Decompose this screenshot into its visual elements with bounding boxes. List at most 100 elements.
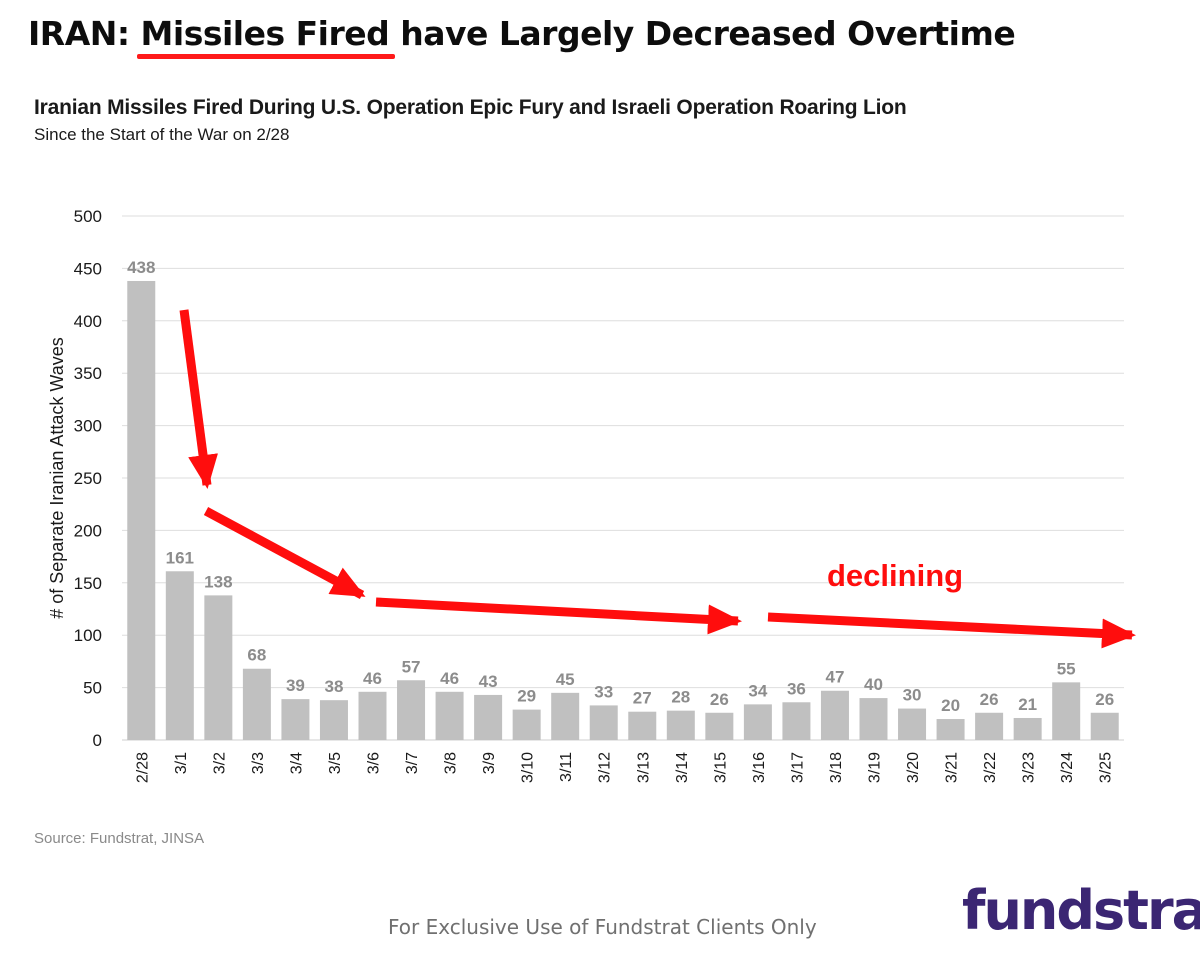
data-label: 21 [1018, 695, 1037, 714]
bar [358, 691, 387, 740]
bar [204, 595, 233, 740]
x-tick-label: 3/10 [520, 752, 537, 783]
bar [242, 668, 271, 740]
trend-arrow-3 [375, 597, 742, 635]
bar [589, 705, 618, 740]
bar [165, 571, 194, 740]
data-label: 438 [127, 258, 155, 277]
x-tick-label: 3/20 [905, 752, 922, 783]
y-tick-label: 250 [74, 469, 102, 488]
bar [628, 711, 657, 740]
x-tick-label: 3/21 [944, 752, 961, 783]
chart-title: Iranian Missiles Fired During U.S. Opera… [34, 96, 907, 119]
bar [281, 699, 310, 740]
y-tick-label: 0 [93, 731, 102, 750]
y-tick-label: 300 [74, 417, 102, 436]
declining-annotation: declining [827, 558, 963, 593]
title-highlight: Missiles Fired [136, 14, 395, 59]
gridlines [122, 215, 1124, 741]
data-label: 27 [633, 689, 652, 708]
bar [474, 694, 503, 740]
page-title: IRAN: Missiles Fired have Largely Decrea… [28, 14, 1016, 59]
bar [397, 680, 426, 740]
data-label: 34 [748, 681, 767, 700]
bar [666, 710, 695, 740]
x-tick-label: 3/15 [712, 752, 729, 783]
confidentiality-note: For Exclusive Use of Fundstrat Clients O… [388, 915, 817, 939]
data-label: 26 [1095, 690, 1114, 709]
x-tick-label: 3/7 [404, 752, 421, 774]
title-prefix: IRAN: [28, 14, 141, 53]
x-tick-label: 3/16 [751, 752, 768, 783]
x-tick-label: 3/22 [982, 752, 999, 783]
x-tick-label: 3/6 [366, 752, 383, 774]
bar [936, 719, 965, 740]
bar [127, 280, 156, 740]
y-axis-label: # of Separate Iranian Attack Waves [47, 337, 67, 619]
data-label: 33 [594, 682, 613, 701]
x-tick-label: 3/1 [173, 752, 190, 774]
y-tick-label: 150 [74, 574, 102, 593]
bar [898, 708, 927, 740]
x-tick-label: 3/4 [288, 752, 305, 774]
data-label: 45 [556, 670, 575, 689]
data-label: 29 [517, 687, 536, 706]
bar [743, 704, 772, 740]
data-label: 26 [710, 690, 729, 709]
bar [551, 692, 580, 740]
data-label: 161 [166, 548, 194, 567]
trend-annotation: declining [179, 309, 1136, 649]
x-tick-label: 3/19 [867, 752, 884, 783]
data-label: 39 [286, 676, 305, 695]
x-tick-label: 3/11 [558, 752, 575, 782]
x-tick-label: 3/9 [481, 752, 498, 774]
x-tick-label: 3/17 [789, 752, 806, 783]
value-labels: 438 161 138 68 39 38 46 57 46 43 29 45 33 27 28 26 34 36 4… [127, 258, 1114, 715]
data-label: 46 [363, 669, 382, 688]
bar [859, 698, 888, 740]
title-suffix: have Largely Decreased Overtime [389, 14, 1016, 53]
data-label: 43 [479, 672, 498, 691]
data-label: 36 [787, 679, 806, 698]
x-tick-label: 3/3 [250, 752, 267, 774]
x-tick-label: 3/12 [597, 752, 614, 783]
x-tick-label: 3/13 [635, 752, 652, 783]
data-label: 20 [941, 696, 960, 715]
bar [319, 700, 348, 740]
trend-arrow-1 [179, 309, 218, 489]
x-tick-label: 3/5 [327, 752, 344, 774]
trend-arrow-4 [767, 612, 1136, 649]
x-tick-label: 3/14 [674, 752, 691, 783]
bar [1013, 717, 1042, 740]
fundstrat-logo: fundstrat [962, 879, 1200, 942]
data-label: 30 [903, 686, 922, 705]
data-label: 26 [980, 690, 999, 709]
source-note: Source: Fundstrat, JINSA [34, 830, 205, 847]
y-tick-label: 500 [74, 207, 102, 226]
bar [435, 691, 464, 740]
bar [975, 712, 1004, 740]
x-tick-label: 2/28 [134, 752, 151, 783]
bar [705, 712, 734, 740]
bar [782, 702, 811, 740]
y-tick-label: 100 [74, 626, 102, 645]
data-label: 38 [325, 677, 344, 696]
y-axis-ticks: 0 50 100 150 200 250 300 350 400 450 500 [74, 207, 102, 750]
data-label: 28 [671, 688, 690, 707]
y-tick-label: 350 [74, 364, 102, 383]
data-label: 46 [440, 669, 459, 688]
bar [820, 690, 849, 740]
bars [127, 280, 1119, 740]
x-axis-ticks: 2/28 3/1 3/2 3/3 3/4 3/5 3/6 3/7 3/8 3/9 3/10 3/11 3… [134, 752, 1114, 783]
bar [512, 709, 541, 740]
data-label: 47 [826, 668, 845, 687]
data-label: 68 [247, 646, 266, 665]
data-label: 40 [864, 675, 883, 694]
data-label: 138 [204, 572, 232, 591]
data-label: 55 [1057, 659, 1076, 678]
y-tick-label: 400 [74, 312, 102, 331]
y-tick-label: 200 [74, 521, 102, 540]
bar [1052, 682, 1081, 740]
bar [1090, 712, 1119, 740]
data-label: 57 [402, 657, 421, 676]
